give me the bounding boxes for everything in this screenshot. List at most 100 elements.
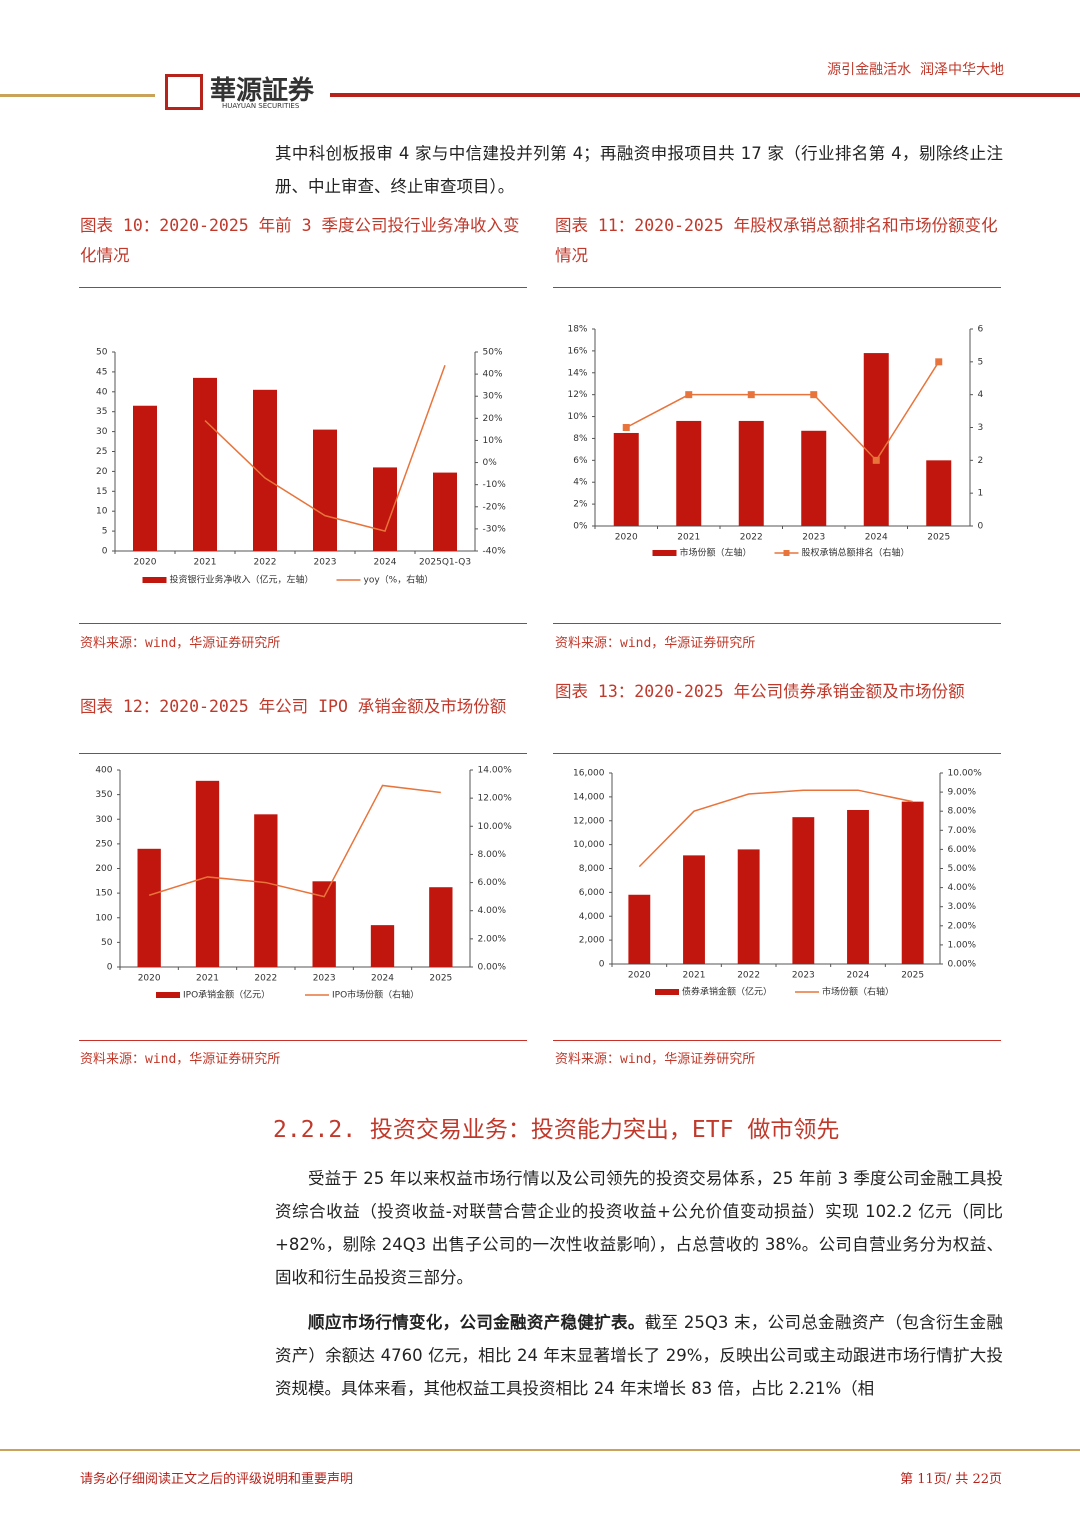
x-tick-label: 2023	[314, 558, 337, 568]
x-tick-label: 2025	[901, 971, 924, 981]
tick-label: 400	[95, 766, 112, 776]
lead: 顺应市场行情变化，公司金融资产稳健扩表。	[308, 1313, 645, 1332]
tick-label: 1	[978, 489, 984, 499]
tick-label: 18%	[567, 325, 587, 335]
tick-label: 6,000	[579, 888, 605, 898]
tick-label: 8%	[573, 434, 588, 444]
bar	[137, 848, 161, 967]
x-tick-label: 2020	[138, 974, 161, 984]
x-tick-label: 2024	[374, 558, 397, 568]
x-tick-label: 2021	[683, 971, 706, 981]
bar	[370, 925, 395, 967]
tick-label: 0	[107, 963, 113, 973]
tick-label: 1.00%	[948, 940, 977, 950]
tick-label: 3.00%	[948, 902, 977, 912]
legend-label: 市场份额（左轴）	[680, 547, 752, 559]
chart: 0 50 100 150 200 250 300 350 400 0.00% 2.00% 4.00% 6…	[95, 766, 513, 1001]
source: 资料来源：wind，华源证券研究所	[555, 636, 756, 651]
line	[148, 784, 441, 898]
x-tick-label: 2024	[865, 533, 888, 543]
legend-label: IPO承销金额（亿元）	[183, 989, 270, 1001]
x-tick-label: 2023	[792, 971, 815, 981]
bar	[628, 894, 651, 964]
paragraph: 顺应市场行情变化，公司金融资产稳健扩表。截至 25Q3 末，公司总金融资产（包含…	[275, 1306, 1003, 1405]
tick-label: -20%	[483, 502, 507, 512]
tick-label: 9.00%	[948, 788, 977, 798]
tick-label: 200	[95, 864, 112, 874]
bar	[433, 472, 457, 551]
x-tick-label: 2022	[254, 974, 277, 984]
text: 截至 25Q3 末，公司总金融资产（包含衍生金融资产）余额达 4760 亿元，相…	[275, 1313, 1003, 1398]
tick-label: 30	[96, 427, 108, 437]
marker	[935, 358, 943, 366]
tick-label: 4.00%	[478, 906, 507, 916]
bar	[193, 377, 217, 551]
x-tick-label: 2024	[371, 974, 394, 984]
tick-label: 12%	[567, 390, 587, 400]
tick-label: 0	[102, 547, 108, 557]
rule	[553, 753, 1001, 754]
tick-label: 20	[96, 467, 108, 477]
x-tick-label: 2023	[313, 974, 336, 984]
bar	[254, 814, 278, 967]
tick-label: 8.00%	[478, 850, 507, 860]
rule	[553, 623, 1001, 624]
tick-label: 10.00%	[948, 769, 983, 779]
x-tick-label: 2024	[847, 971, 870, 981]
tick-label: 3	[978, 423, 984, 433]
legend-label: 市场份额（右轴）	[822, 986, 894, 998]
x-tick-label: 2021	[196, 974, 219, 984]
tick-label: 10,000	[573, 840, 605, 850]
legend-label: 股权承销总额排名（右轴）	[802, 547, 910, 559]
tick-label: 14.00%	[478, 766, 513, 776]
legend-swatch	[156, 992, 180, 998]
marker	[747, 391, 755, 399]
chart: 0 2,000 4,000 6,000 8,000 10,000 12,000 14,000 1…	[573, 769, 983, 998]
legend-swatch	[655, 989, 679, 995]
tick-label: 8,000	[579, 864, 605, 874]
chart-title: 图表 10：2020-2025 年前 3 季度公司投行业务净收入变化情况	[80, 216, 520, 265]
marker	[872, 456, 880, 464]
rule	[79, 753, 527, 754]
logo: 華源証券	[210, 76, 315, 106]
bar	[926, 460, 952, 526]
header-rule	[0, 94, 155, 97]
source: 资料来源：wind，华源证券研究所	[80, 1052, 281, 1067]
tick-label: 15	[96, 487, 107, 497]
tick-label: 5	[978, 357, 984, 367]
logo-en: HUAYUAN SECURITIES	[222, 102, 300, 110]
bar	[863, 353, 889, 526]
marker	[810, 391, 818, 399]
tick-label: 0%	[573, 522, 588, 532]
tick-label: 14,000	[573, 792, 605, 802]
tick-label: 0.00%	[948, 960, 977, 970]
tick-label: 0	[599, 960, 605, 970]
tick-label: 10%	[567, 412, 587, 422]
page-number: 第 11页/ 共 22页	[900, 1472, 1002, 1487]
legend-label: yoy（%，右轴）	[364, 574, 434, 586]
x-tick-label: 2020	[628, 971, 651, 981]
tick-label: -40%	[483, 547, 507, 557]
x-tick-label: 2020	[615, 533, 638, 543]
tick-label: 40%	[483, 370, 503, 380]
tick-label: 2.00%	[478, 934, 507, 944]
chart: 0 5 10 15 20 25 30 35 40 45 50 -40% -30% -20% -10% 0% 10…	[96, 348, 507, 586]
rule	[79, 623, 527, 624]
tick-label: 20%	[483, 414, 503, 424]
tick-label: 0%	[483, 458, 498, 468]
bar	[613, 432, 639, 526]
tick-label: 4%	[573, 478, 588, 488]
x-tick-label: 2025Q1-Q3	[419, 558, 471, 568]
bar	[429, 887, 453, 967]
tick-label: 50%	[483, 348, 503, 358]
bar	[901, 801, 924, 964]
paragraph: 其中科创板报审 4 家与中信建投并列第 4；再融资申报项目共 17 家（行业排名…	[275, 144, 1003, 196]
bar	[801, 430, 827, 526]
tick-label: 150	[95, 889, 112, 899]
tick-label: 12.00%	[478, 794, 513, 804]
line	[625, 361, 940, 462]
tick-label: 250	[95, 839, 112, 849]
chart: 0% 2% 4% 6% 8% 10% 12% 14% 16% 18% 0 1 2 3 4 5 6 2020 2021…	[567, 325, 984, 559]
tick-label: 50	[101, 938, 113, 948]
